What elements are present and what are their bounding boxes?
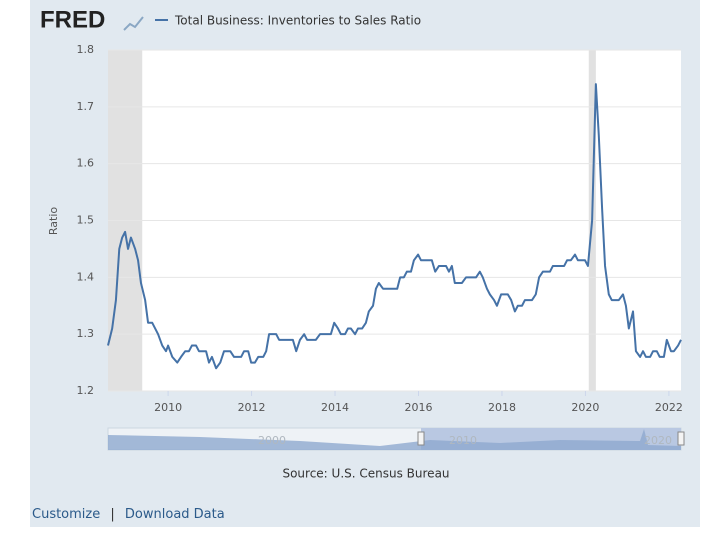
y-tick-label: 1.5 (77, 214, 95, 227)
navigator-label: 2000 (258, 434, 286, 447)
logo-icon (123, 16, 144, 31)
y-tick-label: 1.2 (77, 384, 95, 397)
navigator-label: 2010 (449, 434, 477, 447)
y-axis-label: Ratio (47, 207, 60, 236)
source: Source: U.S. Census Bureau (282, 467, 449, 481)
x-tick-label: 2016 (404, 401, 432, 414)
x-tick-label: 2014 (321, 401, 349, 414)
link[interactable]: Download Data (124, 507, 225, 522)
x-tick-label: 2018 (488, 401, 516, 414)
separator: | (110, 507, 115, 522)
legend-label: Total Business: Inventories to Sales Rat… (174, 14, 421, 28)
navigator-handle[interactable] (417, 431, 425, 446)
links: Customize | Download Data (32, 507, 231, 522)
y-tick-label: 1.6 (77, 157, 95, 170)
series-line (107, 83, 682, 370)
x-tick-label: 2010 (154, 401, 182, 414)
logo: FRED (40, 6, 105, 33)
y-tick-label: 1.7 (77, 100, 95, 113)
y-tick-label: 1.4 (77, 270, 95, 283)
x-tick-label: 2012 (238, 401, 266, 414)
x-tick-label: 2022 (655, 401, 683, 414)
navigator-label: 2020 (644, 434, 672, 447)
y-tick-label: 1.3 (77, 327, 95, 340)
y-tick-label: 1.8 (77, 43, 95, 56)
link[interactable]: Customize (32, 507, 101, 522)
x-tick-label: 2020 (571, 401, 599, 414)
navigator-series (108, 429, 681, 450)
navigator-handle[interactable] (677, 431, 685, 446)
